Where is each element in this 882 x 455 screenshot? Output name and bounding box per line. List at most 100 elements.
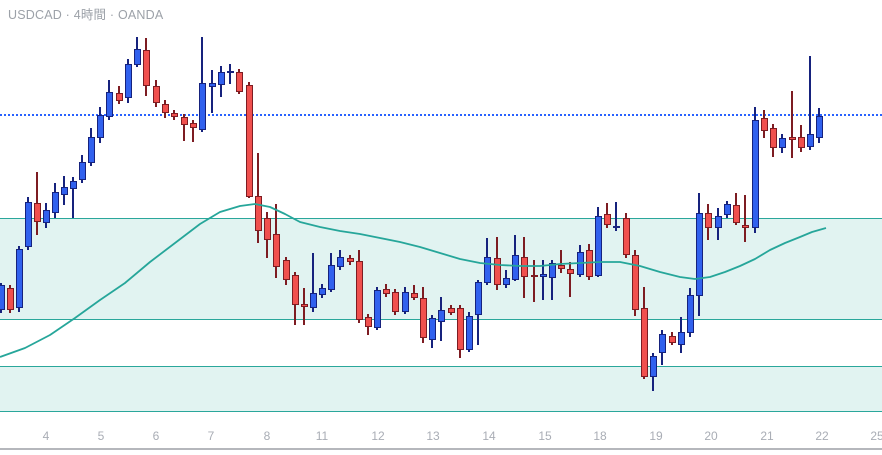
candle-up [465, 316, 473, 350]
candle-down [355, 261, 363, 320]
candle-down [291, 275, 299, 305]
candle-wick [791, 91, 793, 158]
candle-down [704, 213, 712, 228]
candle-down [161, 104, 169, 113]
time-axis-label-18: 18 [593, 429, 607, 443]
candle-down [282, 260, 290, 280]
candle-up [124, 64, 132, 98]
candle-wick [229, 64, 231, 84]
candle-down [566, 269, 574, 274]
lower-zone [0, 366, 882, 412]
candle-down [622, 218, 630, 255]
candle-up [401, 292, 409, 312]
candle-wick [211, 70, 213, 113]
candle-down [33, 203, 41, 222]
candle-up [686, 295, 694, 333]
time-axis-label-19: 19 [649, 429, 663, 443]
time-axis-separator [0, 448, 882, 450]
candle-up [60, 187, 68, 195]
candle-down [364, 317, 372, 327]
candle-up [778, 138, 786, 148]
candle-down [797, 137, 805, 148]
candle-down [557, 265, 565, 269]
candle-up [483, 257, 491, 283]
candle-up [695, 213, 703, 296]
candle-up [612, 226, 620, 228]
candle-down [769, 128, 777, 148]
time-axis-label-5: 5 [97, 429, 105, 443]
candle-up [336, 257, 344, 267]
candle-down [180, 117, 188, 125]
candle-wick [542, 260, 544, 300]
candle-down [346, 258, 354, 262]
candle-down [189, 123, 197, 128]
candle-down [382, 289, 390, 294]
time-axis-label-11: 11 [315, 429, 329, 443]
candle-up [576, 252, 584, 275]
candle-up [437, 310, 445, 322]
candle-wick [192, 120, 194, 142]
candle-up [318, 288, 326, 295]
candle-up [649, 356, 657, 377]
candle-up [723, 204, 731, 215]
candle-down [263, 218, 271, 240]
candle-wick [183, 114, 185, 141]
time-axis-label-12: 12 [371, 429, 385, 443]
candle-down [300, 304, 308, 307]
candle-up [594, 216, 602, 276]
candle-down [419, 298, 427, 338]
candle-up [373, 290, 381, 328]
time-axis-label-20: 20 [704, 429, 718, 443]
candle-down [788, 137, 796, 140]
candle-down [456, 308, 464, 350]
candle-down [741, 225, 749, 228]
candle-wick [744, 195, 746, 242]
candle-up [548, 263, 556, 278]
candle-up [15, 249, 23, 308]
time-axis-label-14: 14 [482, 429, 496, 443]
candle-up [105, 92, 113, 117]
time-axis-label-7: 7 [207, 429, 215, 443]
candle-up [226, 71, 234, 73]
candle-down [631, 255, 639, 310]
candle-up [198, 83, 206, 130]
candle-down [585, 250, 593, 277]
candle-up [87, 137, 95, 163]
candle-down [603, 214, 611, 225]
time-axis-label-13: 13 [426, 429, 440, 443]
time-axis-label-25: 25 [870, 429, 882, 443]
candle-up [658, 334, 666, 353]
candle-down [235, 72, 243, 92]
candle-up [51, 192, 59, 213]
candle-up [133, 49, 141, 65]
chart-symbol-title: USDCAD · 4時間 · OANDA [8, 8, 164, 22]
candle-down [170, 113, 178, 117]
candle-up [806, 134, 814, 147]
candle-down [142, 50, 150, 86]
candle-down [245, 85, 253, 197]
candle-down [410, 293, 418, 298]
candle-up [78, 162, 86, 180]
candle-up [677, 332, 685, 345]
candle-down [640, 308, 648, 377]
candle-up [428, 318, 436, 340]
candle-up [42, 210, 50, 223]
candle-up [751, 120, 759, 228]
time-axis-label-21: 21 [760, 429, 774, 443]
time-axis-label-4: 4 [42, 429, 50, 443]
candle-down [760, 118, 768, 131]
candle-down [520, 257, 528, 277]
candle-down [115, 93, 123, 101]
candle-up [0, 285, 5, 310]
candle-down [391, 292, 399, 312]
candle-down [254, 196, 262, 231]
current-price-dotted-line [0, 114, 882, 116]
candle-wick [569, 262, 571, 297]
time-axis-label-8: 8 [263, 429, 271, 443]
time-axis-label-15: 15 [538, 429, 552, 443]
candle-wick [809, 56, 811, 150]
candle-down [668, 336, 676, 343]
candle-down [447, 308, 455, 313]
